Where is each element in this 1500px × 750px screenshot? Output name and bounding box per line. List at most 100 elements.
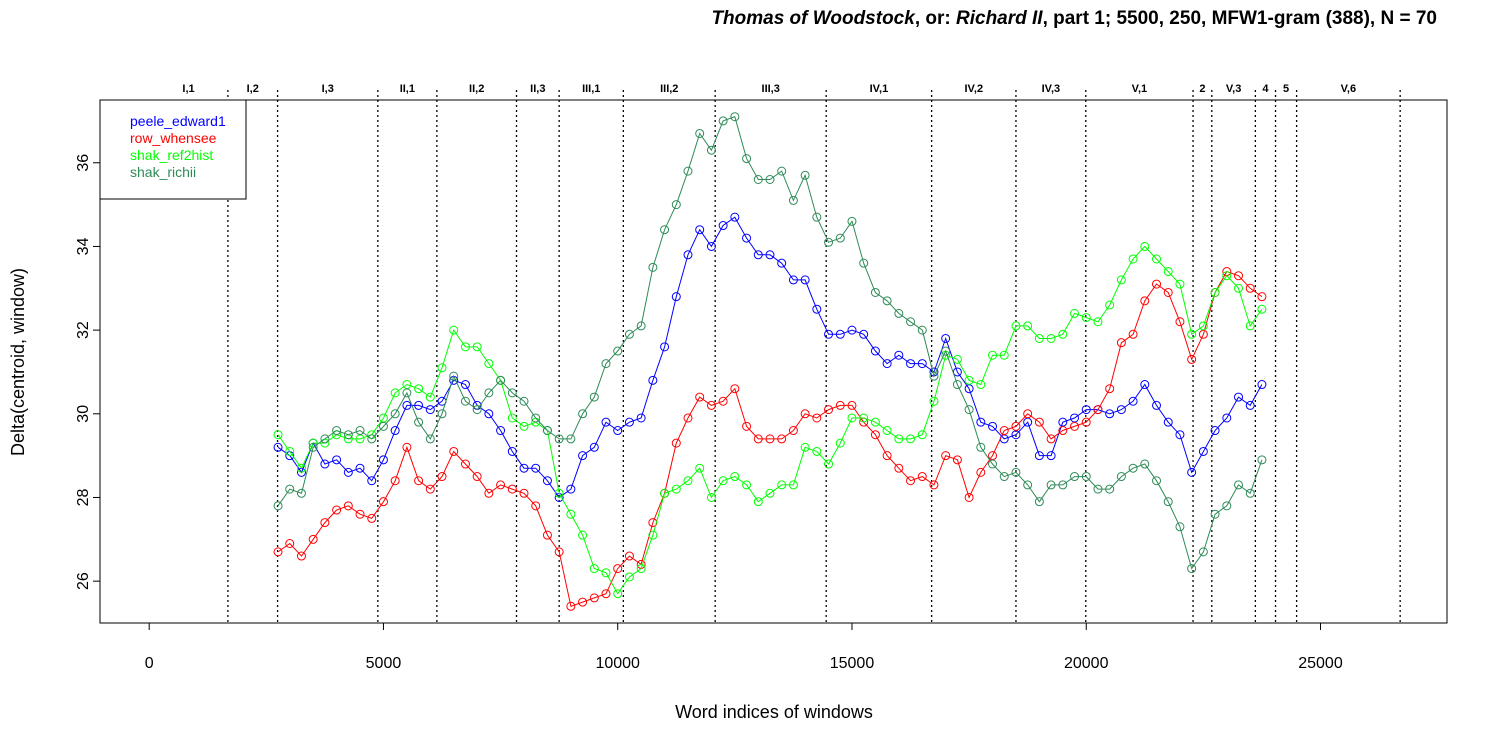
data-point xyxy=(460,380,470,390)
data-point xyxy=(718,476,728,486)
data-point xyxy=(1140,296,1150,306)
data-point xyxy=(812,212,822,222)
data-point xyxy=(941,333,951,343)
series-row_whensee xyxy=(273,267,1267,611)
data-point xyxy=(624,329,634,339)
data-point xyxy=(706,241,716,251)
data-point xyxy=(882,296,892,306)
data-point xyxy=(1116,405,1126,415)
data-point xyxy=(824,237,834,247)
data-point xyxy=(519,421,529,431)
data-point xyxy=(917,472,927,482)
scene-label: IV,3 xyxy=(1042,83,1061,95)
data-point xyxy=(496,375,506,385)
data-point xyxy=(847,413,857,423)
data-point xyxy=(777,258,787,268)
data-point xyxy=(1234,283,1244,293)
y-tick-label: 26 xyxy=(75,572,92,590)
data-point xyxy=(332,505,342,515)
data-point xyxy=(566,601,576,611)
data-point xyxy=(296,551,306,561)
data-point xyxy=(835,329,845,339)
data-point xyxy=(777,434,787,444)
data-point xyxy=(390,426,400,436)
data-point xyxy=(636,413,646,423)
legend: peele_edward1row_whenseeshak_ref2histsha… xyxy=(99,99,247,200)
data-point xyxy=(1093,484,1103,494)
data-point xyxy=(1081,417,1091,427)
data-point xyxy=(812,413,822,423)
y-axis: 26 28 30 32 34 36 xyxy=(75,154,101,590)
data-point xyxy=(941,346,951,356)
data-point xyxy=(484,388,494,398)
data-point xyxy=(964,375,974,385)
data-point xyxy=(988,350,998,360)
data-point xyxy=(542,476,552,486)
data-point xyxy=(765,488,775,498)
series-shak_ref2hist xyxy=(273,241,1267,599)
data-point xyxy=(1105,484,1115,494)
data-point xyxy=(753,250,763,260)
data-point xyxy=(425,392,435,402)
data-point xyxy=(870,430,880,440)
scene-labels: I,1 I,2 I,3 II,1 II,2 II,3 III,1 III,2 III,3 IV,1… xyxy=(182,83,1356,95)
data-point xyxy=(1093,317,1103,327)
data-point xyxy=(718,396,728,406)
data-point xyxy=(355,463,365,473)
data-point xyxy=(402,388,412,398)
data-point xyxy=(332,426,342,436)
data-point xyxy=(566,509,576,519)
data-point xyxy=(1152,400,1162,410)
data-point xyxy=(695,225,705,235)
data-point xyxy=(788,426,798,436)
data-point xyxy=(343,467,353,477)
data-point xyxy=(1163,497,1173,507)
data-point xyxy=(437,363,447,373)
data-point xyxy=(1187,564,1197,574)
data-point xyxy=(683,166,693,176)
data-point xyxy=(589,392,599,402)
data-point xyxy=(296,463,306,473)
data-point xyxy=(976,442,986,452)
data-point xyxy=(554,547,564,557)
data-point xyxy=(800,275,810,285)
data-point xyxy=(1070,421,1080,431)
data-point xyxy=(800,170,810,180)
data-point xyxy=(765,174,775,184)
scene-label: II,3 xyxy=(530,83,545,95)
data-point xyxy=(496,480,506,490)
data-point xyxy=(320,459,330,469)
data-point xyxy=(1245,283,1255,293)
scene-label: III,1 xyxy=(582,83,600,95)
data-point xyxy=(1070,472,1080,482)
legend-box xyxy=(99,99,247,200)
data-point xyxy=(601,359,611,369)
data-point xyxy=(636,321,646,331)
data-point xyxy=(1046,333,1056,343)
data-point xyxy=(1023,480,1033,490)
data-point xyxy=(753,434,763,444)
data-point xyxy=(1222,413,1232,423)
data-point xyxy=(835,438,845,448)
x-tick-label: 20000 xyxy=(1064,655,1109,672)
data-point xyxy=(613,426,623,436)
data-point xyxy=(402,442,412,452)
x-axis: 0 5000 10000 15000 20000 25000 xyxy=(145,622,1343,672)
data-point xyxy=(730,112,740,122)
y-tick-label: 28 xyxy=(75,488,92,506)
data-point xyxy=(507,388,517,398)
data-point xyxy=(859,413,869,423)
data-point xyxy=(390,409,400,419)
data-point xyxy=(988,459,998,469)
data-point xyxy=(1011,321,1021,331)
data-point xyxy=(273,442,283,452)
data-point xyxy=(1245,400,1255,410)
data-point xyxy=(472,472,482,482)
data-point xyxy=(952,455,962,465)
data-point xyxy=(343,501,353,511)
data-point xyxy=(835,400,845,410)
data-point xyxy=(1046,451,1056,461)
scene-boundaries xyxy=(227,90,1401,623)
data-point xyxy=(683,250,693,260)
data-point xyxy=(906,359,916,369)
